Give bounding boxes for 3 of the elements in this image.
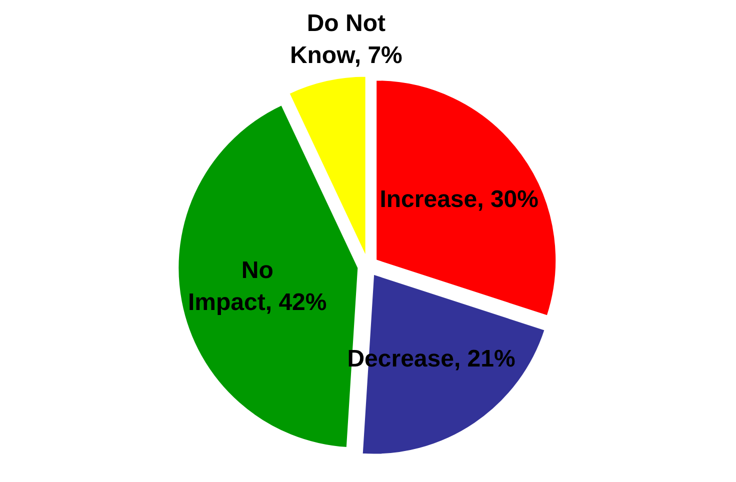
- slice-label: Do Not Know, 7%: [288, 10, 404, 72]
- slice-label: No Impact, 42%: [187, 256, 328, 318]
- slice-label: Increase, 30%: [378, 184, 540, 215]
